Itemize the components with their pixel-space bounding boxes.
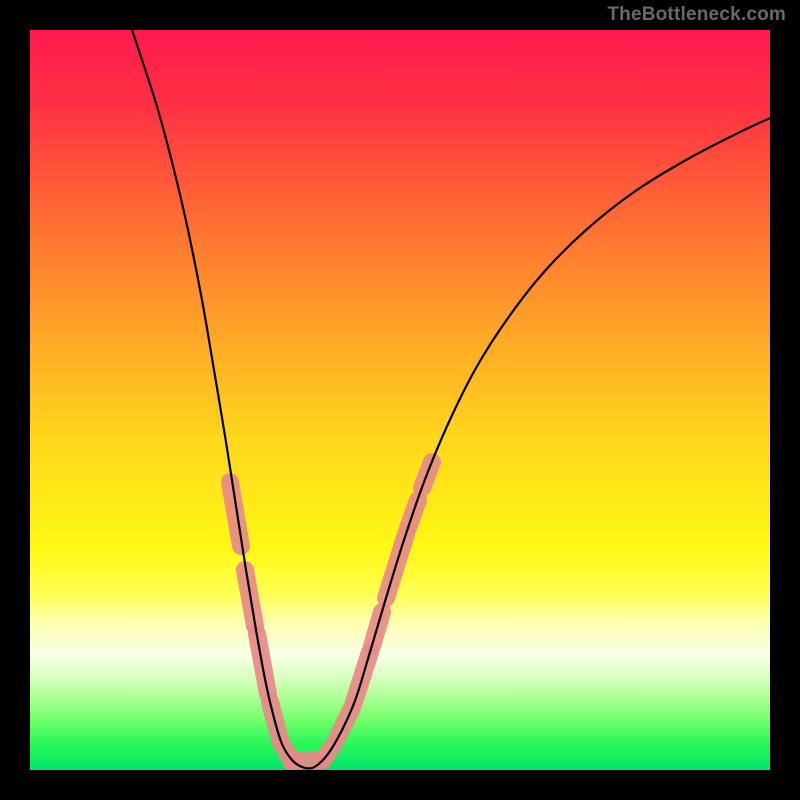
plot-area	[30, 30, 770, 770]
chart-background	[30, 30, 770, 770]
chart-container: TheBottleneck.com	[0, 0, 800, 800]
bottleneck-chart	[30, 30, 770, 770]
watermark: TheBottleneck.com	[607, 4, 786, 26]
